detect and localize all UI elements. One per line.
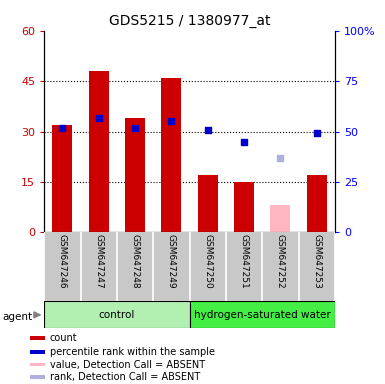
Text: rank, Detection Call = ABSENT: rank, Detection Call = ABSENT	[50, 372, 200, 382]
Bar	[198, 175, 218, 232]
Text: GSM647248: GSM647248	[131, 234, 140, 289]
Bar	[125, 118, 145, 232]
Bar	[270, 205, 290, 232]
Text: GSM647247: GSM647247	[94, 234, 103, 289]
Bar	[161, 78, 181, 232]
Bar	[307, 175, 327, 232]
Point	[314, 130, 320, 136]
Text: GSM647252: GSM647252	[276, 234, 285, 289]
Point	[205, 127, 211, 133]
Text: hydrogen-saturated water: hydrogen-saturated water	[194, 310, 331, 320]
Bar	[30, 376, 45, 379]
Bar	[89, 71, 109, 232]
Bar	[234, 182, 254, 232]
Bar	[52, 125, 72, 232]
Point	[59, 125, 65, 131]
Text: control: control	[99, 310, 135, 320]
Text: GSM647249: GSM647249	[167, 234, 176, 289]
Point	[241, 139, 247, 145]
Point	[277, 155, 283, 161]
Text: GSM647246: GSM647246	[58, 234, 67, 289]
Bar	[30, 350, 45, 354]
Text: value, Detection Call = ABSENT: value, Detection Call = ABSENT	[50, 359, 205, 369]
Text: GSM647253: GSM647253	[312, 234, 321, 289]
Title: GDS5215 / 1380977_at: GDS5215 / 1380977_at	[109, 14, 270, 28]
Text: percentile rank within the sample: percentile rank within the sample	[50, 347, 215, 357]
Text: agent: agent	[2, 312, 32, 322]
Bar	[190, 301, 335, 328]
Bar	[44, 301, 190, 328]
Point	[96, 115, 102, 121]
Bar	[30, 336, 45, 340]
Text: count: count	[50, 333, 77, 343]
Point	[168, 118, 174, 124]
Point	[132, 125, 138, 131]
Text: GSM647251: GSM647251	[239, 234, 249, 289]
Text: GSM647250: GSM647250	[203, 234, 212, 289]
Bar	[30, 362, 45, 366]
